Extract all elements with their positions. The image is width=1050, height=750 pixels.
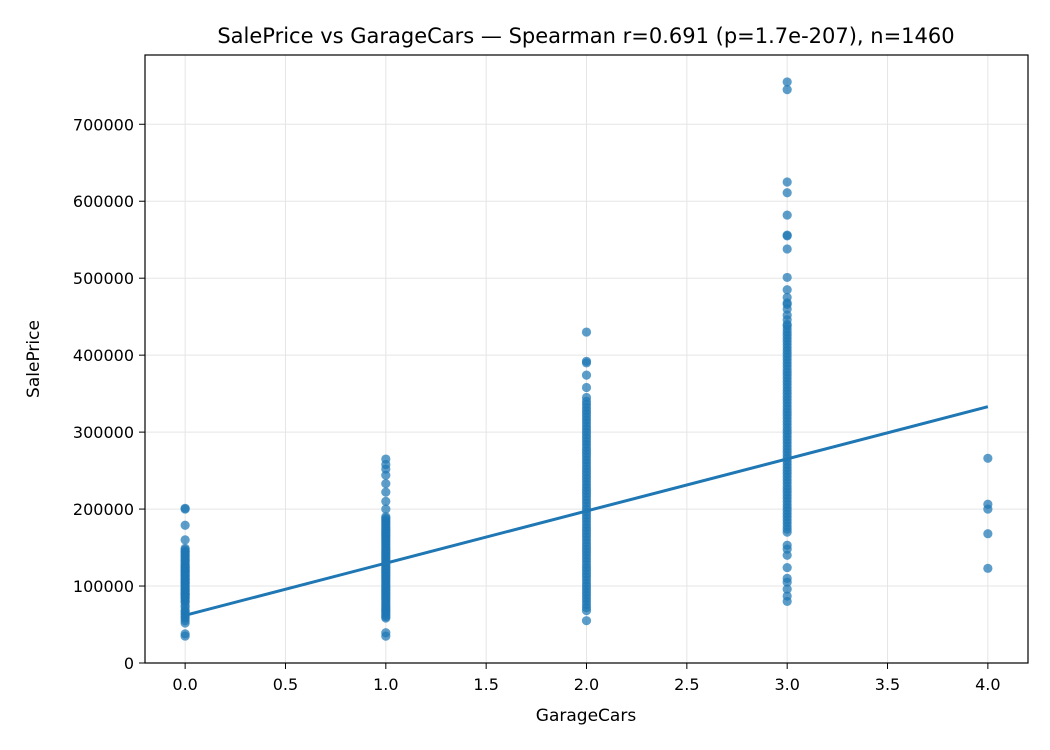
y-tick-label: 0 [124, 654, 134, 673]
data-point [180, 503, 190, 513]
data-point [381, 454, 391, 464]
data-point [983, 563, 993, 573]
data-point [782, 292, 792, 303]
data-point [782, 285, 792, 295]
y-tick-label: 700000 [73, 115, 134, 134]
data-points [180, 77, 993, 641]
data-point [381, 496, 391, 506]
x-tick-label: 1.5 [473, 675, 498, 694]
x-tick-label: 4.0 [975, 675, 1000, 694]
data-point [782, 77, 792, 87]
data-point [782, 177, 792, 187]
x-tick-label: 3.5 [875, 675, 900, 694]
data-point [581, 616, 592, 626]
data-point [782, 272, 792, 283]
data-point [983, 499, 993, 509]
y-axis-ticks: 0 100000 200000 300000 400000 500000 600000 700… [73, 115, 145, 673]
data-point [581, 370, 592, 380]
data-point [782, 591, 792, 601]
data-point [180, 535, 190, 545]
y-tick-label: 400000 [73, 346, 134, 365]
x-tick-label: 2.0 [574, 675, 599, 694]
x-tick-label: 3.0 [774, 675, 799, 694]
y-tick-label: 500000 [73, 269, 134, 288]
data-point [381, 628, 391, 638]
data-point [180, 629, 190, 639]
data-point [782, 573, 792, 583]
data-point [782, 584, 792, 594]
regression-line [184, 405, 989, 617]
y-axis-title: SalePrice [24, 320, 44, 398]
x-axis-ticks: 0.0 0.5 1.0 1.5 2.0 2.5 3.0 3.5 4.0 [172, 663, 1001, 694]
data-point [782, 230, 792, 240]
data-point [782, 562, 792, 573]
y-tick-label: 600000 [73, 192, 134, 211]
data-point [381, 504, 391, 514]
data-point [983, 529, 993, 539]
data-point [782, 85, 792, 95]
y-tick-label: 200000 [73, 500, 134, 519]
x-tick-label: 1.0 [373, 675, 398, 694]
x-tick-label: 2.5 [674, 675, 699, 694]
y-tick-label: 300000 [73, 423, 134, 442]
data-point [381, 512, 391, 522]
x-tick-label: 0.5 [273, 675, 298, 694]
data-point [782, 540, 792, 550]
data-point [381, 479, 391, 489]
y-tick-label: 100000 [73, 577, 134, 596]
data-point [581, 382, 592, 393]
data-point [581, 356, 592, 366]
x-axis-title: GarageCars [536, 706, 637, 726]
data-point [180, 543, 190, 553]
data-point [782, 188, 792, 198]
data-point [180, 520, 190, 530]
data-point [581, 392, 592, 403]
data-point [782, 210, 792, 220]
data-point [581, 327, 592, 337]
chart-title: SalePrice vs GarageCars — Spearman r=0.6… [217, 24, 954, 48]
data-point [381, 487, 391, 497]
data-point [782, 244, 792, 254]
data-point [983, 453, 993, 463]
x-tick-label: 0.0 [172, 675, 197, 694]
